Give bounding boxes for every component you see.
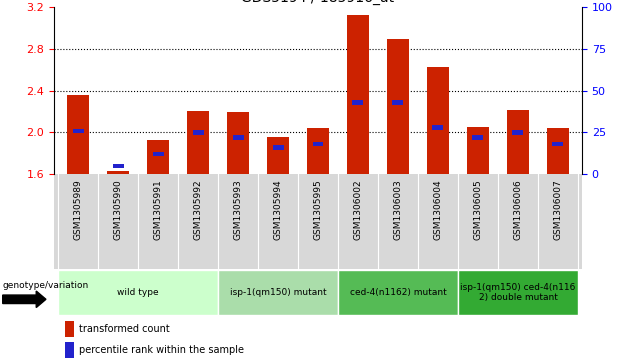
Bar [65, 342, 74, 358]
Bar [507, 110, 529, 174]
Text: GSM1305992: GSM1305992 [193, 179, 202, 240]
FancyBboxPatch shape [58, 270, 218, 315]
Text: GSM1306006: GSM1306006 [513, 179, 522, 240]
Text: GSM1305989: GSM1305989 [74, 179, 83, 240]
Text: GSM1305991: GSM1305991 [153, 179, 163, 240]
Bar [153, 152, 163, 156]
Bar [107, 171, 129, 174]
Text: transformed count: transformed count [80, 324, 170, 334]
Text: wild type: wild type [117, 288, 159, 297]
Text: GSM1306003: GSM1306003 [394, 179, 403, 240]
Text: percentile rank within the sample: percentile rank within the sample [80, 345, 244, 355]
Bar [467, 127, 489, 174]
Bar [392, 100, 403, 105]
Bar [187, 111, 209, 174]
Text: GSM1305994: GSM1305994 [273, 179, 282, 240]
FancyBboxPatch shape [338, 270, 458, 315]
Bar [513, 130, 523, 135]
Text: genotype/variation: genotype/variation [3, 281, 89, 290]
Bar [267, 136, 289, 174]
Text: GSM1305993: GSM1305993 [233, 179, 242, 240]
FancyBboxPatch shape [218, 270, 338, 315]
Bar [387, 38, 409, 174]
FancyBboxPatch shape [458, 270, 578, 315]
Bar [307, 128, 329, 174]
Text: GSM1306004: GSM1306004 [434, 179, 443, 240]
Text: GSM1306005: GSM1306005 [473, 179, 483, 240]
Text: GSM1305990: GSM1305990 [114, 179, 123, 240]
Text: ced-4(n1162) mutant: ced-4(n1162) mutant [350, 288, 446, 297]
Bar [547, 128, 569, 174]
Bar [147, 140, 169, 174]
Bar [432, 125, 443, 130]
Bar [113, 164, 123, 168]
Bar [312, 142, 324, 146]
Text: GSM1306007: GSM1306007 [553, 179, 562, 240]
Text: isp-1(qm150) ced-4(n116
2) double mutant: isp-1(qm150) ced-4(n116 2) double mutant [460, 282, 576, 302]
Bar [227, 111, 249, 174]
Text: GSM1305995: GSM1305995 [314, 179, 322, 240]
Bar [193, 130, 204, 135]
Bar [272, 146, 284, 150]
FancyArrow shape [3, 291, 46, 307]
Text: isp-1(qm150) mutant: isp-1(qm150) mutant [230, 288, 326, 297]
Bar [347, 15, 369, 174]
Bar [73, 129, 83, 133]
Bar [427, 67, 449, 174]
Bar [233, 135, 244, 140]
Bar [65, 321, 74, 337]
Bar [473, 135, 483, 140]
Title: GDS5194 / 185916_at: GDS5194 / 185916_at [242, 0, 394, 5]
Bar [553, 142, 563, 146]
Text: GSM1306002: GSM1306002 [354, 179, 363, 240]
Bar [352, 100, 364, 105]
Bar [67, 95, 89, 174]
